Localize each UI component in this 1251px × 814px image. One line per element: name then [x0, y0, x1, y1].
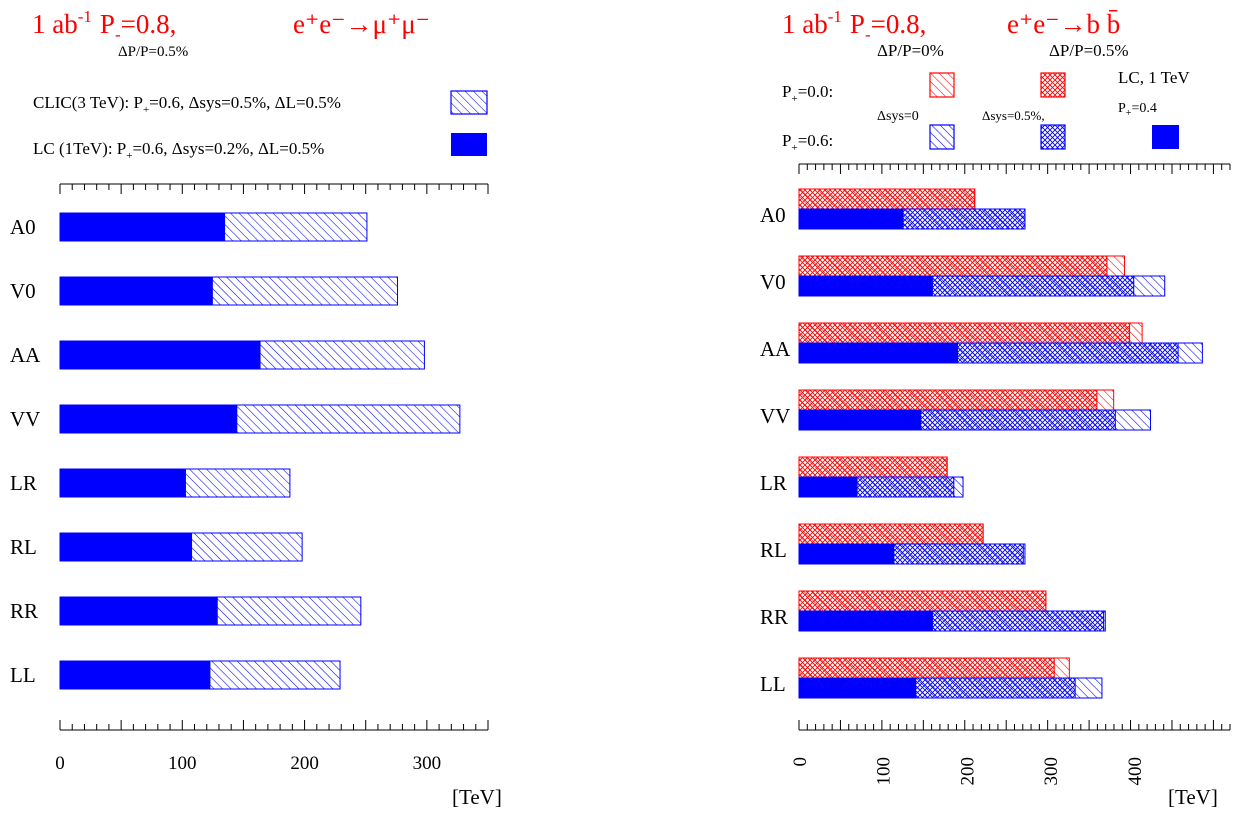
right-legend-row-p06: P+=0.6:	[782, 131, 833, 154]
right-bar-solid-blue	[799, 611, 933, 631]
right-bar-cross-red	[798, 188, 976, 210]
left-legend-lc-label: LC (1TeV): P+=0.6, Δsys=0.2%, ΔL=0.5%	[33, 139, 324, 162]
right-legend-red-cross-swatch	[1040, 72, 1066, 98]
right-bar-cross-red	[798, 590, 1047, 612]
right-x-tick-label: 400	[1125, 757, 1146, 786]
left-chart-panel: 1 ab-1 P-=0.8, e⁺e⁻→μ⁺μ⁻ ΔP/P=0.5% CLIC(3…	[10, 7, 502, 809]
left-x-tick-label: 200	[290, 753, 319, 774]
right-bar-solid-blue	[799, 209, 904, 229]
right-note-dp0: ΔP/P=0%	[877, 41, 944, 60]
left-x-tick-label: 300	[413, 753, 442, 774]
right-bar-solid-blue	[799, 477, 858, 497]
left-polarization-note: ΔP/P=0.5%	[118, 44, 188, 60]
right-category-label: LR	[760, 471, 787, 495]
left-bar-solid-blue	[60, 277, 213, 305]
left-bar-solid-blue	[60, 533, 193, 561]
left-legend-lc-swatch	[451, 133, 487, 156]
left-category-label: AA	[10, 343, 41, 367]
right-note-dp05: ΔP/P=0.5%	[1049, 41, 1129, 60]
right-category-label: AA	[760, 337, 791, 361]
right-category-label: VV	[760, 404, 790, 428]
right-bar-cross-red	[798, 657, 1055, 679]
left-bar-solid-blue	[60, 405, 238, 433]
left-category-label: LR	[10, 471, 37, 495]
right-bar-solid-blue	[799, 544, 895, 564]
left-bar-solid-blue	[60, 469, 186, 497]
left-category-label: LL	[10, 663, 36, 687]
right-bar-solid-blue	[799, 410, 922, 430]
right-chart-panel: 1 ab-1 P-=0.8, e⁺e⁻→b b̄ ΔP/P=0% ΔP/P=0.5…	[760, 7, 1231, 809]
right-title-process: e⁺e⁻→b b̄	[1007, 9, 1120, 39]
right-legend-lc-label: LC, 1 TeV	[1118, 68, 1190, 87]
right-legend-blue-hatched-swatch	[929, 124, 955, 150]
right-bar-cross-red	[798, 389, 1098, 411]
right-legend-lc-swatch	[1152, 125, 1179, 149]
right-title: 1 ab-1 P-=0.8,	[782, 7, 926, 44]
right-x-tick-label: 300	[1041, 757, 1062, 786]
left-category-label: RL	[10, 535, 37, 559]
left-category-label: A0	[10, 215, 36, 239]
right-bar-solid-blue	[799, 276, 933, 296]
left-bar-solid-blue	[60, 341, 261, 369]
right-x-tick-label: 200	[957, 757, 978, 786]
right-category-label: A0	[760, 203, 786, 227]
left-x-tick-label: 0	[55, 753, 65, 774]
left-x-unit: [TeV]	[452, 785, 502, 809]
left-axes: 0 100 200 300	[55, 183, 489, 774]
left-bar-solid-blue	[60, 661, 211, 689]
left-category-label: V0	[10, 279, 36, 303]
right-category-label: RL	[760, 538, 787, 562]
right-category-label: V0	[760, 270, 786, 294]
left-category-label: VV	[10, 407, 40, 431]
right-bars: A0 V0 AA VV LR RL RR LL	[760, 188, 1203, 699]
right-bar-cross-red	[798, 456, 948, 478]
left-title: 1 ab-1 P-=0.8,	[32, 7, 176, 44]
right-bar-cross-red	[798, 255, 1108, 277]
left-title-process: e⁺e⁻→μ⁺μ⁻	[293, 9, 430, 39]
right-x-tick-label: 0	[790, 757, 811, 767]
left-legend-clic-swatch	[450, 90, 488, 115]
left-legend-clic-label: CLIC(3 TeV): P+=0.6, Δsys=0.5%, ΔL=0.5%	[33, 93, 341, 116]
right-category-label: LL	[760, 672, 786, 696]
right-bar-solid-blue	[799, 678, 917, 698]
right-legend-lc-pol: P+=0.4	[1118, 101, 1157, 119]
left-bar-solid-blue	[60, 213, 226, 241]
right-category-label: RR	[760, 605, 788, 629]
left-bars: A0 V0 AA VV LR RL RR LL	[10, 212, 461, 690]
right-legend-blue-cross-swatch	[1040, 124, 1066, 150]
right-bar-cross-red	[798, 523, 984, 545]
right-legend-red-hatched-swatch	[929, 72, 955, 98]
left-x-tick-label: 100	[168, 753, 197, 774]
right-legend-sys0: Δsys=0	[877, 109, 919, 124]
right-bar-cross-red	[798, 322, 1131, 344]
left-category-label: RR	[10, 599, 38, 623]
right-x-tick-label: 100	[874, 757, 895, 786]
right-axes: 0 100 200 300 400	[790, 163, 1231, 786]
left-bar-solid-blue	[60, 597, 218, 625]
right-legend-sys05: Δsys=0.5%,	[982, 108, 1045, 123]
right-bar-solid-blue	[799, 343, 959, 363]
right-x-unit: [TeV]	[1168, 785, 1218, 809]
right-legend-row-p0: P+=0.0:	[782, 82, 833, 105]
